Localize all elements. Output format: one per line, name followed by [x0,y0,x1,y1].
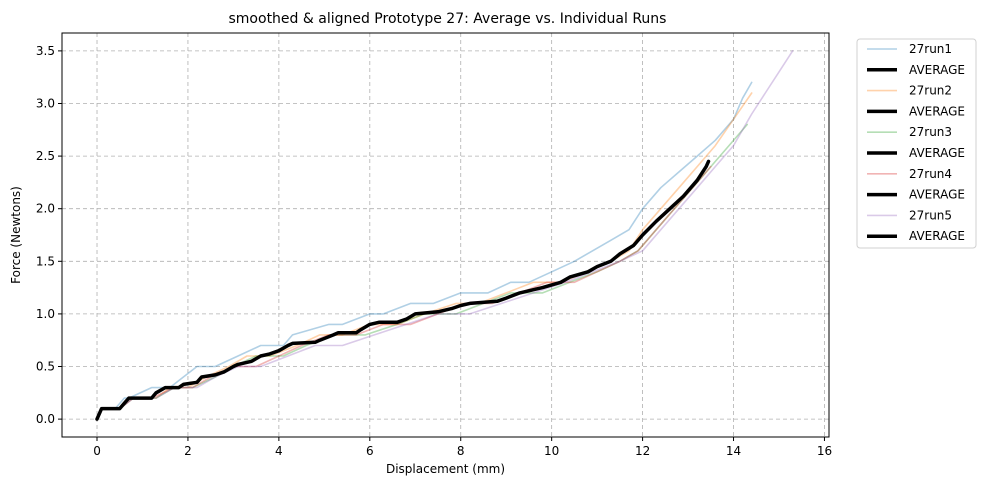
y-tick-label: 3.5 [36,44,55,58]
series-line-average [95,159,711,421]
y-tick-label: 2.5 [36,149,55,163]
legend-label: AVERAGE [909,146,965,160]
legend: 27run1 AVERAGE 27run2 AVERAGE 27run3 AVERAGE 2… [856,38,977,249]
x-tick-label: 0 [93,444,101,458]
y-tick-label: 2.0 [36,202,55,216]
y-tick-label: 1.5 [36,254,55,268]
y-tick-label: 0.5 [36,360,55,374]
y-tick-label: 1.0 [36,307,55,321]
grid [62,33,829,437]
y-axis-label: Force (Newtons) [9,186,23,284]
x-axis-label: Displacement (mm) [386,462,505,476]
x-tick-label: 10 [544,444,559,458]
x-tick-label: 6 [366,444,374,458]
legend-label: AVERAGE [909,63,965,77]
x-tick-label: 16 [817,444,832,458]
x-tick-label: 14 [726,444,741,458]
x-tick-label: 2 [184,444,192,458]
legend-label: 27run3 [909,125,952,139]
plot-frame [61,32,830,438]
series-lines [95,50,794,421]
legend-label: AVERAGE [909,229,965,243]
legend-label: 27run5 [909,208,952,222]
legend-label: 27run2 [909,84,952,98]
series-line-27run4 [96,165,712,420]
legend-label: AVERAGE [909,188,965,202]
legend-label: 27run4 [909,167,952,181]
y-tick-label: 0.0 [36,412,55,426]
chart-title: smoothed & aligned Prototype 27: Average… [229,11,667,27]
x-tick-label: 4 [275,444,283,458]
y-tick-label: 3.0 [36,96,55,110]
legend-label: AVERAGE [909,104,965,118]
legend-label: 27run1 [909,42,952,56]
axis-ticks: 0 2 4 6 8 10 12 14 16 0.0 0.5 1.0 1.5 2.0 2.5 3.0 3.5 [36,44,832,458]
x-tick-label: 8 [457,444,465,458]
x-tick-label: 12 [635,444,650,458]
